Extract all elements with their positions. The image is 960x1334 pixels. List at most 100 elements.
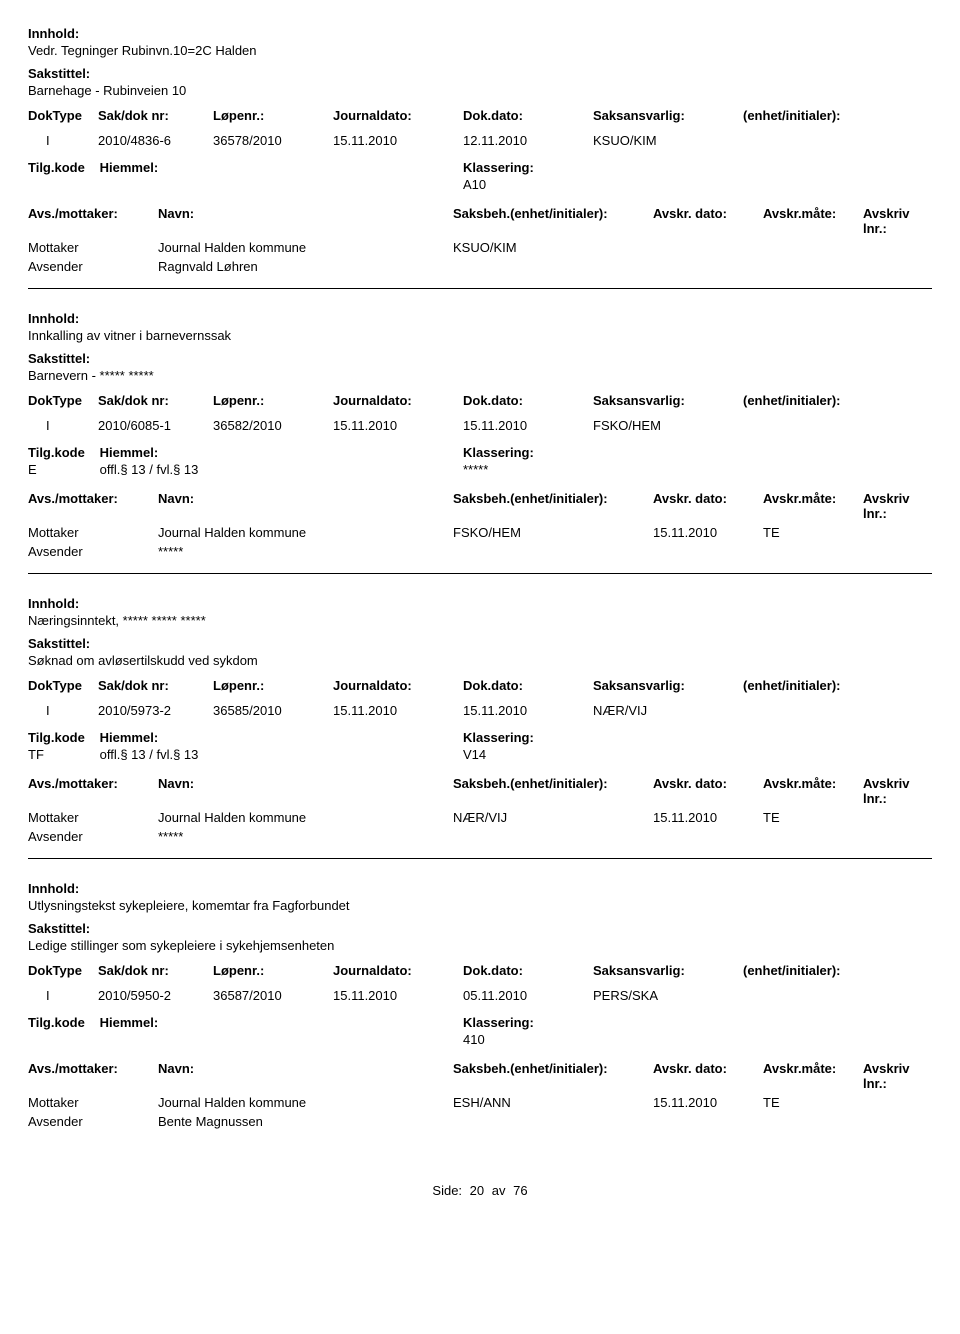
val-doktype: I xyxy=(28,988,98,1003)
hdr-doktype: DokType xyxy=(28,393,98,408)
val-doktype: I xyxy=(28,133,98,148)
hdr-tilgkode: Tilg.kode xyxy=(28,730,96,745)
party-avskrdato: 15.11.2010 xyxy=(653,525,763,540)
party-saksbeh: NÆR/VIJ xyxy=(453,810,653,825)
party-avskrdato: 15.11.2010 xyxy=(653,810,763,825)
party-role: Avsender xyxy=(28,829,158,844)
val-hjemmel: offl.§ 13 / fvl.§ 13 xyxy=(100,462,199,477)
val-klassering: A10 xyxy=(463,177,932,192)
party-row: Mottaker Journal Halden kommune FSKO/HEM… xyxy=(28,525,932,540)
page-footer: Side: 20 av 76 xyxy=(28,1183,932,1198)
hdr-dokdato: Dok.dato: xyxy=(463,678,593,693)
av-label: av xyxy=(492,1183,506,1198)
columns-header: DokType Sak/dok nr: Løpenr.: Journaldato… xyxy=(28,393,932,408)
tilg-row: Tilg.kode Hiemmel: E offl.§ 13 / fvl.§ 1… xyxy=(28,445,932,477)
party-avskrdato xyxy=(653,1114,763,1129)
party-row: Mottaker Journal Halden kommune NÆR/VIJ … xyxy=(28,810,932,825)
val-dokdato: 15.11.2010 xyxy=(463,703,593,718)
party-name: Journal Halden kommune xyxy=(158,1095,453,1110)
parts-header: Avs./mottaker: Navn: Saksbeh.(enhet/init… xyxy=(28,1061,932,1091)
hdr-tilgkode: Tilg.kode xyxy=(28,445,96,460)
hdr-klassering: Klassering: xyxy=(463,730,932,745)
journal-record: Innhold: Utlysningstekst sykepleiere, ko… xyxy=(28,881,932,1143)
val-journaldato: 15.11.2010 xyxy=(333,133,463,148)
party-row: Avsender Ragnvald Løhren xyxy=(28,259,932,274)
party-name: Journal Halden kommune xyxy=(158,240,453,255)
columns-values: I 2010/4836-6 36578/2010 15.11.2010 12.1… xyxy=(28,133,932,148)
party-role: Mottaker xyxy=(28,810,158,825)
innhold-value: Utlysningstekst sykepleiere, komemtar fr… xyxy=(28,898,932,913)
party-name: Ragnvald Løhren xyxy=(158,259,453,274)
hdr-avsmottaker: Avs./mottaker: xyxy=(28,1061,158,1091)
val-hjemmel: offl.§ 13 / fvl.§ 13 xyxy=(100,747,199,762)
hdr-avskrdato: Avskr. dato: xyxy=(653,1061,763,1091)
innhold-label: Innhold: xyxy=(28,311,932,326)
parts-header: Avs./mottaker: Navn: Saksbeh.(enhet/init… xyxy=(28,206,932,236)
innhold-value: Vedr. Tegninger Rubinvn.10=2C Halden xyxy=(28,43,932,58)
hdr-navn: Navn: xyxy=(158,1061,453,1091)
hdr-sakdoknr: Sak/dok nr: xyxy=(98,678,213,693)
hdr-avskrivlnr: Avskriv lnr.: xyxy=(863,206,932,236)
hdr-klassering: Klassering: xyxy=(463,1015,932,1030)
party-row: Avsender ***** xyxy=(28,829,932,844)
party-role: Mottaker xyxy=(28,240,158,255)
val-sakdoknr: 2010/6085-1 xyxy=(98,418,213,433)
val-klassering: ***** xyxy=(463,462,932,477)
party-saksbeh: KSUO/KIM xyxy=(453,240,653,255)
hdr-avskrmate: Avskr.måte: xyxy=(763,776,863,806)
party-saksbeh: FSKO/HEM xyxy=(453,525,653,540)
hdr-enhet: (enhet/initialer): xyxy=(743,678,932,693)
val-lopenr: 36585/2010 xyxy=(213,703,333,718)
hdr-avskrivlnr: Avskriv lnr.: xyxy=(863,1061,932,1091)
party-avskrdato xyxy=(653,240,763,255)
party-saksbeh xyxy=(453,1114,653,1129)
hdr-sakdoknr: Sak/dok nr: xyxy=(98,108,213,123)
party-name: Journal Halden kommune xyxy=(158,525,453,540)
parts-header: Avs./mottaker: Navn: Saksbeh.(enhet/init… xyxy=(28,491,932,521)
val-tilgkode: TF xyxy=(28,747,96,762)
sakstittel-value: Barnevern - ***** ***** xyxy=(28,368,932,383)
hdr-journaldato: Journaldato: xyxy=(333,678,463,693)
val-lopenr: 36587/2010 xyxy=(213,988,333,1003)
columns-header: DokType Sak/dok nr: Løpenr.: Journaldato… xyxy=(28,678,932,693)
party-role: Avsender xyxy=(28,1114,158,1129)
innhold-value: Innkalling av vitner i barnevernssak xyxy=(28,328,932,343)
hdr-enhet: (enhet/initialer): xyxy=(743,963,932,978)
page-total: 76 xyxy=(513,1183,527,1198)
columns-header: DokType Sak/dok nr: Løpenr.: Journaldato… xyxy=(28,108,932,123)
hdr-avskrivlnr: Avskriv lnr.: xyxy=(863,491,932,521)
hdr-lopenr: Løpenr.: xyxy=(213,678,333,693)
party-name: ***** xyxy=(158,829,453,844)
hdr-saksbeh: Saksbeh.(enhet/initialer): xyxy=(453,1061,653,1091)
sakstittel-label: Sakstittel: xyxy=(28,66,932,81)
parts-header: Avs./mottaker: Navn: Saksbeh.(enhet/init… xyxy=(28,776,932,806)
party-avskrmate xyxy=(763,829,863,844)
hdr-doktype: DokType xyxy=(28,678,98,693)
hdr-saksansvarlig: Saksansvarlig: xyxy=(593,678,743,693)
columns-header: DokType Sak/dok nr: Løpenr.: Journaldato… xyxy=(28,963,932,978)
hdr-lopenr: Løpenr.: xyxy=(213,393,333,408)
hdr-doktype: DokType xyxy=(28,963,98,978)
hdr-saksansvarlig: Saksansvarlig: xyxy=(593,393,743,408)
hdr-dokdato: Dok.dato: xyxy=(463,963,593,978)
hdr-journaldato: Journaldato: xyxy=(333,963,463,978)
columns-values: I 2010/5950-2 36587/2010 15.11.2010 05.1… xyxy=(28,988,932,1003)
hdr-hjemmel: Hiemmel: xyxy=(100,445,159,460)
journal-page: Innhold: Vedr. Tegninger Rubinvn.10=2C H… xyxy=(0,0,960,1228)
party-avskrdato: 15.11.2010 xyxy=(653,1095,763,1110)
party-saksbeh xyxy=(453,544,653,559)
hdr-avsmottaker: Avs./mottaker: xyxy=(28,776,158,806)
party-avskrmate xyxy=(763,240,863,255)
sakstittel-value: Søknad om avløsertilskudd ved sykdom xyxy=(28,653,932,668)
party-role: Avsender xyxy=(28,544,158,559)
hdr-navn: Navn: xyxy=(158,206,453,236)
party-role: Mottaker xyxy=(28,525,158,540)
val-journaldato: 15.11.2010 xyxy=(333,418,463,433)
val-saksansvarlig: NÆR/VIJ xyxy=(593,703,743,718)
party-avskrmate xyxy=(763,1114,863,1129)
party-name: ***** xyxy=(158,544,453,559)
innhold-label: Innhold: xyxy=(28,26,932,41)
party-avskrmate xyxy=(763,544,863,559)
val-lopenr: 36582/2010 xyxy=(213,418,333,433)
hdr-avskrdato: Avskr. dato: xyxy=(653,491,763,521)
